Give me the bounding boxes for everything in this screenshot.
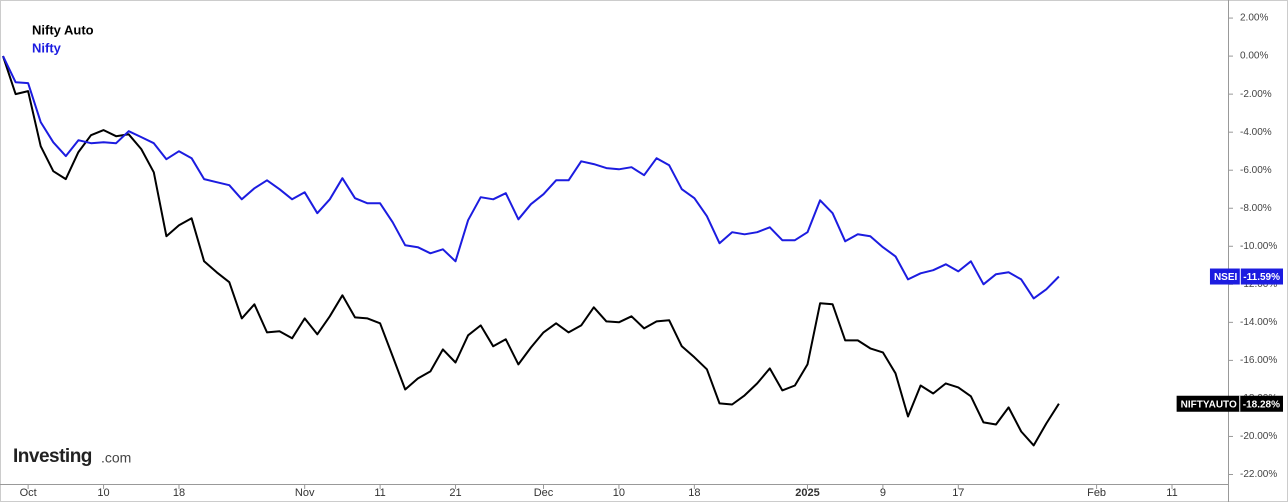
y-tick-label: -14.00% (1240, 317, 1277, 328)
x-tick-label: 10 (97, 487, 109, 499)
series-line (2, 55, 1060, 300)
end-tag: NIFTYAUTO -18.28% (1176, 395, 1283, 412)
y-tick-label: -4.00% (1240, 127, 1272, 138)
y-tick-label: -2.00% (1240, 89, 1272, 100)
end-tag: NSEI -11.59% (1209, 268, 1283, 285)
end-tag-value: -18.28% (1243, 399, 1280, 410)
x-tick-label: 11 (1166, 487, 1177, 499)
x-tick-label: 2025 (795, 487, 819, 499)
series-line (2, 55, 1060, 447)
end-tag-value: -11.59% (1243, 272, 1280, 283)
end-tag-ticker: NIFTYAUTO (1181, 399, 1237, 410)
x-tick-label: Nov (295, 487, 315, 499)
watermark-suffix: .com (101, 450, 131, 466)
watermark: Investing .com (13, 446, 131, 467)
y-tick-label: -22.00% (1240, 469, 1277, 480)
watermark-brand: Investing (13, 446, 92, 467)
x-tick-label: 11 (374, 487, 385, 499)
y-tick-label: -10.00% (1240, 241, 1277, 252)
legend-entry: Nifty Auto (32, 22, 94, 37)
x-tick-label: 18 (173, 487, 185, 499)
y-tick-label: -20.00% (1240, 431, 1277, 442)
y-tick-label: -6.00% (1240, 165, 1272, 176)
end-tag-box (1209, 268, 1283, 285)
legend-entry: Nifty (32, 40, 62, 55)
x-tick-label: Oct (20, 487, 37, 499)
x-tick-label: 17 (952, 487, 964, 499)
x-tick-label: 21 (449, 487, 461, 499)
x-tick-label: Feb (1087, 487, 1106, 499)
y-tick-label: 2.00% (1240, 13, 1268, 24)
end-tag-box (1176, 395, 1283, 412)
x-tick-label: 18 (688, 487, 700, 499)
y-tick-label: 0.00% (1240, 51, 1268, 62)
end-tag-ticker: NSEI (1214, 272, 1238, 283)
x-tick-label: 10 (613, 487, 625, 499)
x-tick-label: Dec (534, 487, 554, 499)
x-tick-label: 9 (880, 487, 886, 499)
y-tick-label: -8.00% (1240, 203, 1272, 214)
y-tick-label: -16.00% (1240, 355, 1277, 366)
